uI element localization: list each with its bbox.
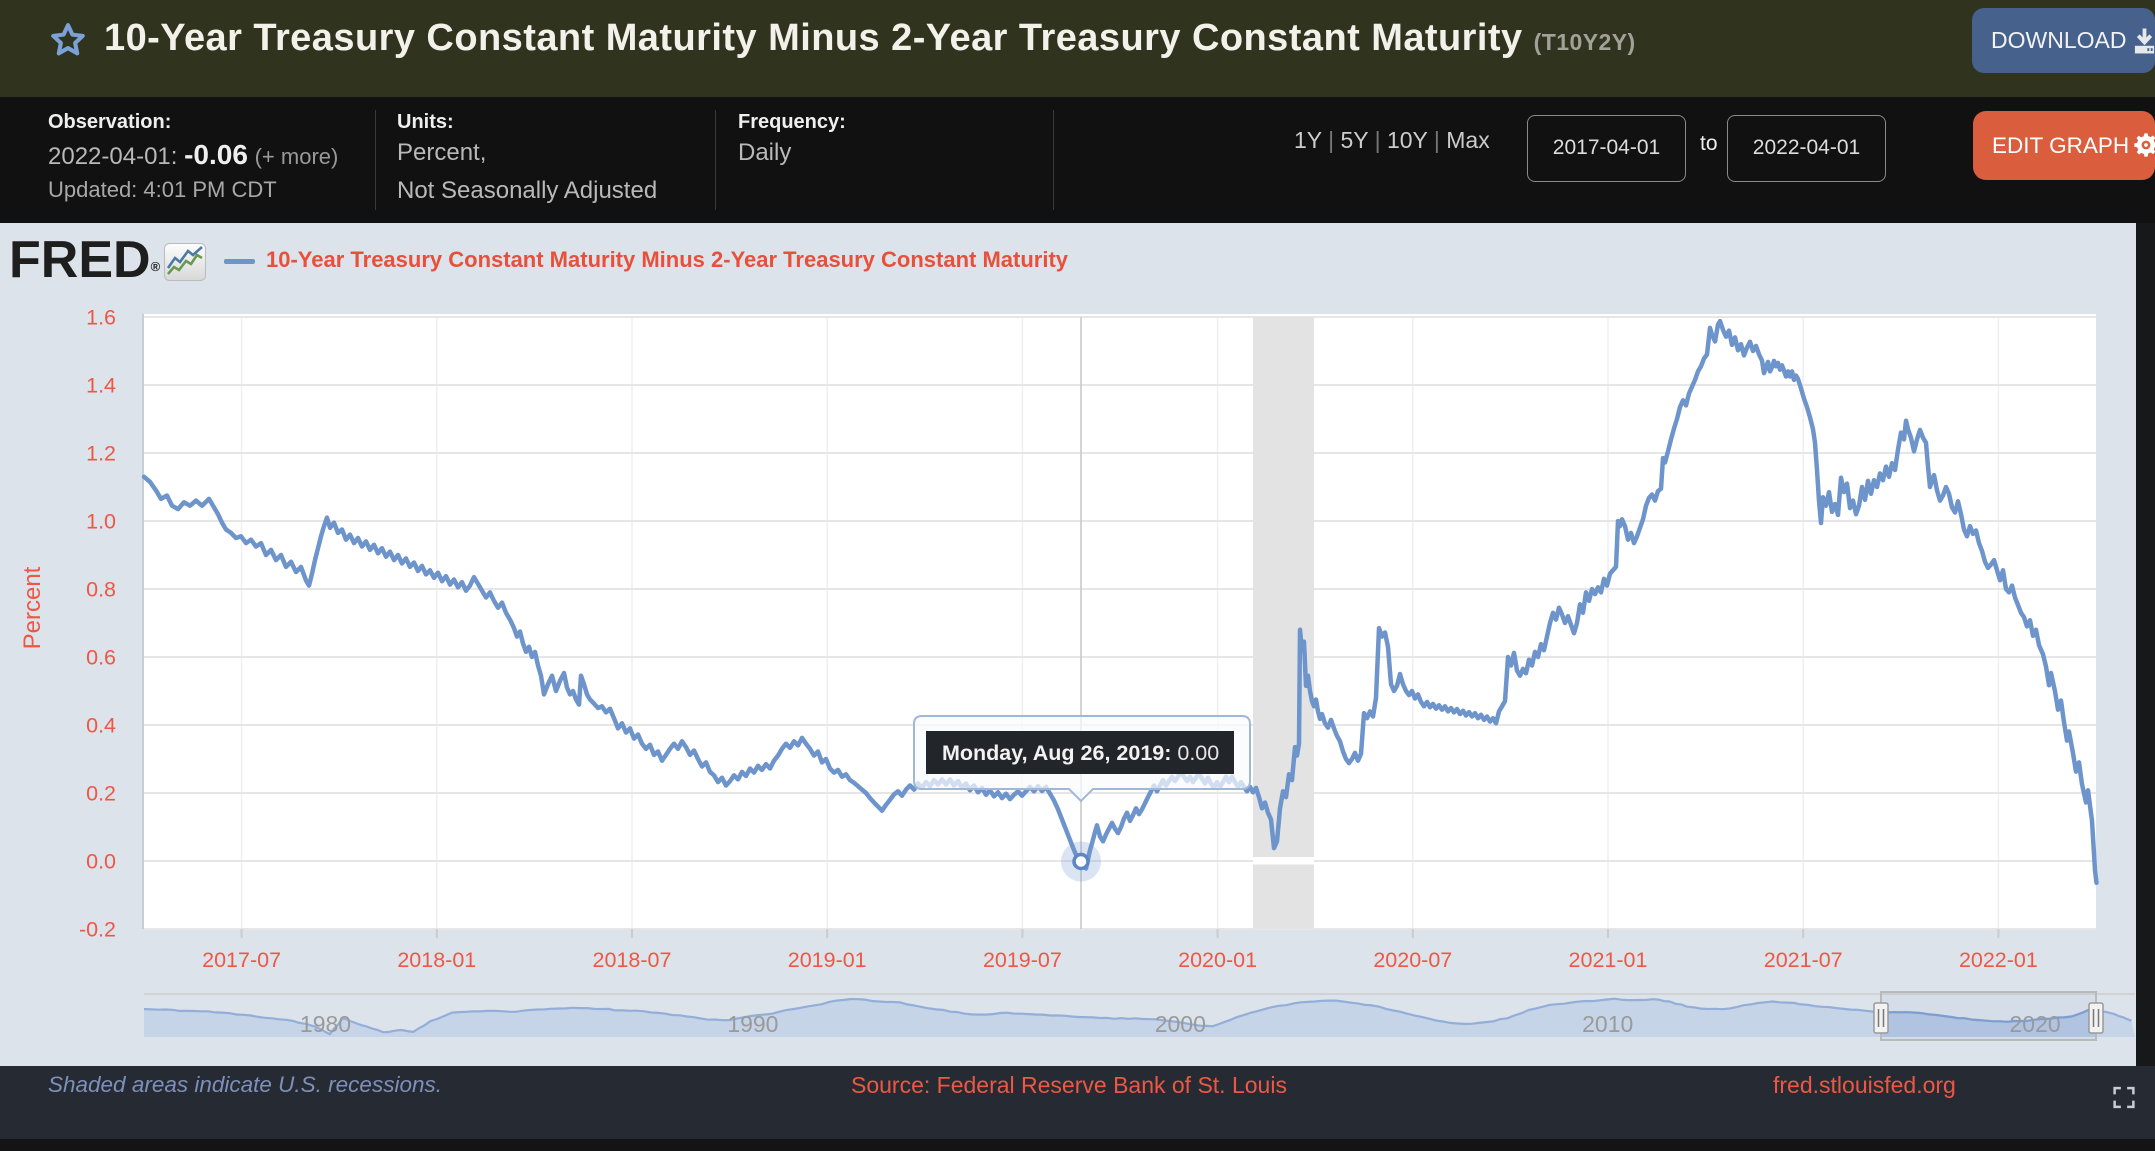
svg-text:2000: 2000 xyxy=(1155,1011,1206,1037)
svg-text:0.8: 0.8 xyxy=(86,578,116,602)
svg-text:1.6: 1.6 xyxy=(86,306,116,330)
svg-text:0.2: 0.2 xyxy=(86,782,116,806)
svg-text:1.0: 1.0 xyxy=(86,510,116,534)
svg-text:-0.2: -0.2 xyxy=(79,918,116,942)
svg-text:2019-07: 2019-07 xyxy=(983,948,1062,972)
svg-text:0.4: 0.4 xyxy=(86,714,116,738)
svg-text:1.4: 1.4 xyxy=(86,374,116,398)
svg-text:0.0: 0.0 xyxy=(86,850,116,874)
svg-text:2021-01: 2021-01 xyxy=(1569,948,1648,972)
svg-text:2020: 2020 xyxy=(2010,1011,2061,1037)
svg-text:2017-07: 2017-07 xyxy=(202,948,281,972)
svg-text:Percent: Percent xyxy=(19,566,46,649)
svg-text:Monday, Aug 26, 2019: 0.00: Monday, Aug 26, 2019: 0.00 xyxy=(942,741,1219,765)
svg-text:2020-01: 2020-01 xyxy=(1178,948,1257,972)
svg-text:2018-07: 2018-07 xyxy=(593,948,672,972)
svg-text:2010: 2010 xyxy=(1582,1011,1633,1037)
svg-text:2022-01: 2022-01 xyxy=(1959,948,2038,972)
svg-text:2018-01: 2018-01 xyxy=(397,948,476,972)
svg-text:0.6: 0.6 xyxy=(86,646,116,670)
svg-text:2020-07: 2020-07 xyxy=(1373,948,1452,972)
svg-text:1.2: 1.2 xyxy=(86,442,116,466)
svg-text:2019-01: 2019-01 xyxy=(788,948,867,972)
svg-text:2021-07: 2021-07 xyxy=(1764,948,1843,972)
svg-text:1990: 1990 xyxy=(727,1011,778,1037)
svg-text:1980: 1980 xyxy=(300,1011,351,1037)
